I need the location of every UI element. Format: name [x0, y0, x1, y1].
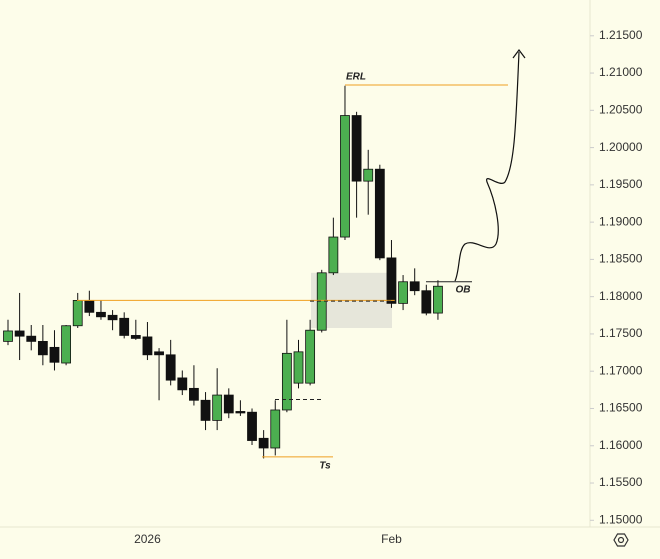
- settings-icon[interactable]: [613, 533, 629, 547]
- candle-body: [3, 330, 13, 342]
- layer: [3, 85, 443, 459]
- y-tick-label: 1.16500: [599, 401, 643, 415]
- y-tick-label: 1.17000: [599, 363, 643, 377]
- candle-body: [154, 351, 164, 356]
- candle-body: [189, 387, 199, 401]
- candle-body: [235, 411, 246, 414]
- projection-arrow: [454, 51, 520, 282]
- candle-body: [223, 394, 234, 414]
- arrow-head: [512, 49, 526, 59]
- level-label: ERL: [346, 72, 366, 83]
- y-tick-label: 1.15500: [599, 475, 643, 489]
- y-tick-label: 1.16000: [599, 438, 643, 452]
- candle-body: [421, 290, 432, 314]
- y-tick-label: 1.18500: [599, 252, 643, 266]
- x-tick-label: 2026: [134, 532, 161, 546]
- layer: 1.15000 1.15500 1.16000 1.16500 1.17000 1.175…: [77, 28, 643, 546]
- candle-body: [177, 377, 188, 391]
- candle-body: [374, 168, 385, 259]
- candle-body: [142, 336, 153, 356]
- candle-body: [247, 411, 257, 441]
- candle-body: [130, 335, 141, 339]
- candle-body: [340, 115, 350, 238]
- candle-body: [398, 281, 408, 304]
- y-tick-label: 1.21500: [599, 28, 643, 42]
- candle-body: [212, 394, 223, 421]
- candle-body: [363, 168, 374, 182]
- y-tick-label: 1.20000: [599, 140, 643, 154]
- candle-body: [37, 340, 48, 356]
- candle-body: [107, 314, 118, 321]
- candle-body: [270, 409, 281, 449]
- candle-body: [305, 329, 316, 384]
- candle-body: [165, 354, 176, 381]
- candle-body: [293, 351, 304, 384]
- candle-body: [26, 335, 37, 342]
- candle-body: [386, 257, 397, 304]
- y-tick-label: 1.19500: [599, 177, 643, 191]
- candle-body: [281, 352, 292, 411]
- candle-body: [328, 236, 339, 274]
- candle-body: [433, 285, 443, 314]
- level-label: OB: [456, 284, 471, 295]
- candle-body: [351, 115, 362, 182]
- candle-body: [72, 299, 83, 327]
- candle-body: [258, 437, 269, 449]
- candle-body: [14, 330, 25, 337]
- candle-body: [61, 325, 71, 364]
- candle-body: [409, 281, 420, 292]
- y-tick-label: 1.19000: [599, 214, 643, 228]
- y-tick-label: 1.18000: [599, 289, 643, 303]
- x-tick-label: Feb: [381, 532, 402, 546]
- y-tick-label: 1.20500: [599, 102, 643, 116]
- y-tick-label: 1.21000: [599, 65, 643, 79]
- y-tick-label: 1.15000: [599, 512, 643, 526]
- candle-body: [96, 311, 106, 318]
- candle-body: [84, 299, 95, 313]
- candle-body: [200, 399, 211, 421]
- level-label: Ts: [319, 461, 331, 472]
- y-tick-label: 1.17500: [599, 326, 643, 340]
- candle-body: [119, 317, 130, 336]
- candle-body: [49, 346, 60, 363]
